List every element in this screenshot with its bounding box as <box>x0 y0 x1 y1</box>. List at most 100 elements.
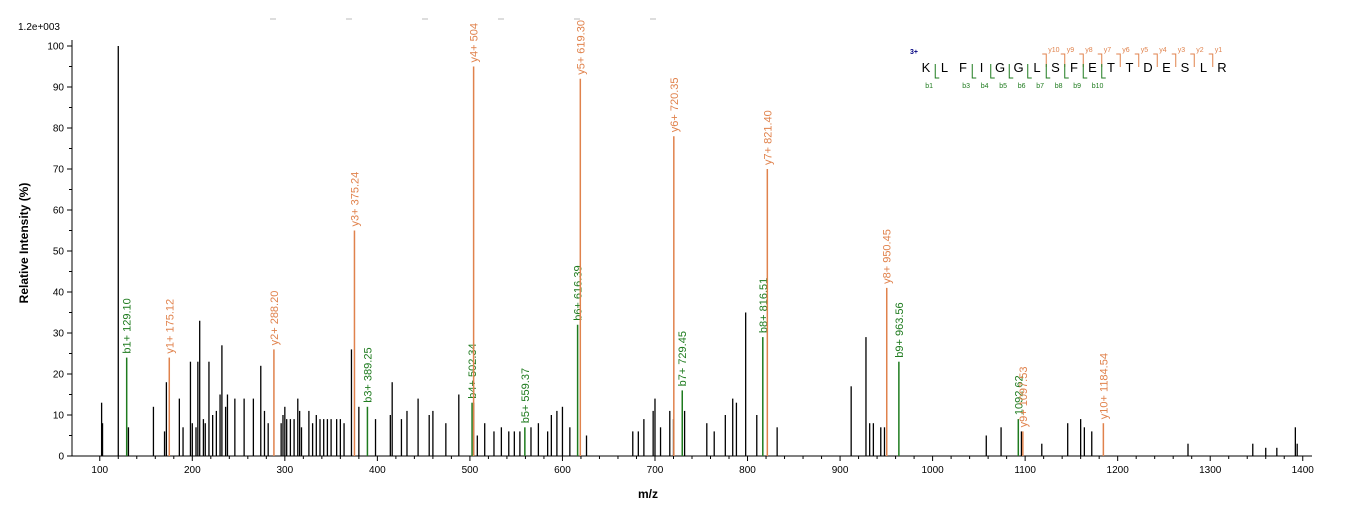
residue-letter: R <box>1217 60 1226 75</box>
x-tick-label: 500 <box>462 465 479 476</box>
peak-label: y7+ 821.40 <box>762 110 774 165</box>
x-tick-label: 1100 <box>1014 465 1036 476</box>
peak-label-group: y1+ 175.12 <box>164 299 176 354</box>
b-ion-label: b4 <box>981 83 989 90</box>
y-tick-label: 90 <box>53 83 65 94</box>
x-tick-label: 800 <box>739 465 756 476</box>
x-tick-label: 900 <box>832 465 849 476</box>
b-ion-bracket <box>1027 64 1032 79</box>
y-tick-label: 80 <box>53 124 65 135</box>
b-ion-bracket <box>1082 64 1088 79</box>
plot-frame <box>71 18 1312 457</box>
y-ion-bracket <box>1116 53 1121 67</box>
peak-label-group: y10+ 1184.54 <box>1098 353 1110 419</box>
y-ion-label: y6 <box>1122 47 1130 54</box>
y-tick-label: 30 <box>53 329 65 340</box>
y-tick-label: 60 <box>53 206 65 217</box>
y-ion-bracket <box>1134 53 1140 67</box>
y-ion-bracket <box>1097 53 1103 67</box>
residue-letter: T <box>1126 60 1134 75</box>
b-ion-label: b9 <box>1073 83 1081 90</box>
peak-label-group: y2+ 288.20 <box>269 291 281 346</box>
y-ion-label: y2 <box>1196 47 1204 54</box>
y-ion-label: y7 <box>1104 47 1112 54</box>
y-ion-label: y10 <box>1048 47 1059 54</box>
peak-label: y10+ 1184.54 <box>1098 353 1110 419</box>
peak-label: y1+ 175.12 <box>164 299 176 354</box>
x-tick-label: 400 <box>369 465 386 476</box>
y-ion-label: y9 <box>1067 47 1075 54</box>
y-ion-label: y1 <box>1215 47 1223 54</box>
b-ion-bracket <box>1101 64 1106 79</box>
peak-label-group: y5+ 619.30 <box>575 20 587 75</box>
peak-label: 1092.62 <box>1013 375 1025 415</box>
y-tick-label: 20 <box>53 370 65 381</box>
x-tick-label: 700 <box>647 465 664 476</box>
residue-letter: T <box>1107 60 1115 75</box>
peak-label: y9+ 1097.53 <box>1018 367 1030 428</box>
y-ion-bracket <box>1153 53 1158 67</box>
peak-label: y2+ 288.20 <box>269 291 281 346</box>
y-ion-bracket <box>1171 53 1177 67</box>
x-axis-title: m/z <box>638 487 658 501</box>
charge-state-label: 3+ <box>910 49 918 56</box>
b-ion-bracket <box>971 64 977 79</box>
x-tick-label: 1400 <box>1292 465 1315 476</box>
y-ion-bracket <box>1060 53 1066 67</box>
residue-letter: F <box>1070 60 1078 75</box>
y-ion-label: y5 <box>1141 47 1149 54</box>
peak-label-group: y6+ 720.35 <box>669 77 681 132</box>
peak-label-group: b1+ 129.10 <box>122 298 134 353</box>
peak-label: b7+ 729.45 <box>677 331 689 386</box>
peak-label-group: 1092.62 <box>1013 375 1025 415</box>
peak-label-group: y4+ 504 <box>469 23 481 62</box>
y-ion-bracket <box>1042 53 1047 67</box>
y-ion-bracket <box>1079 53 1084 67</box>
y-axis-title: Relative Intensity (%) <box>17 183 31 304</box>
peak-label: b6+ 616.39 <box>573 265 585 320</box>
peak-label: b3+ 389.25 <box>362 347 374 402</box>
y-ion-label: y4 <box>1159 47 1167 54</box>
residue-letter: L <box>941 60 948 75</box>
b-ion-bracket <box>934 64 940 79</box>
residue-letter: S <box>1051 60 1060 75</box>
peak-label: y6+ 720.35 <box>669 77 681 132</box>
y-tick-label: 100 <box>47 42 64 53</box>
residue-letter: I <box>980 60 984 75</box>
intensity-scale-label: 1.2e+003 <box>18 22 60 33</box>
residue-letter: G <box>1013 60 1023 75</box>
y-ion-label: y8 <box>1085 47 1093 54</box>
peak-label-group: y7+ 821.40 <box>762 110 774 165</box>
x-tick-label: 200 <box>184 465 201 476</box>
residue-letter: G <box>995 60 1005 75</box>
residue-letter: L <box>1033 60 1040 75</box>
peak-label: b5+ 559.37 <box>520 368 532 423</box>
x-tick-label: 1200 <box>1107 465 1130 476</box>
x-tick-label: 1300 <box>1199 465 1222 476</box>
annotated-peaks: b1+ 129.10 y1+ 175.12 y2+ 288.20 y3+ 375.24… <box>122 20 1110 456</box>
y-tick-label: 10 <box>53 411 65 422</box>
b-ion-bracket <box>1008 64 1014 79</box>
y-ion-label: y3 <box>1178 47 1186 54</box>
residue-letter: F <box>959 60 967 75</box>
peak-label-group: b6+ 616.39 <box>573 265 585 320</box>
x-tick-label: 1000 <box>921 465 944 476</box>
y-tick-label: 40 <box>53 288 65 299</box>
b-ion-bracket <box>1064 64 1069 79</box>
peak-label: y4+ 504 <box>469 23 481 62</box>
x-tick-label: 100 <box>91 465 108 476</box>
y-ion-bracket <box>1208 53 1214 67</box>
peak-label: y8+ 950.45 <box>882 229 894 284</box>
b-ion-label: b3 <box>962 83 970 90</box>
peak-label: b9+ 963.56 <box>894 302 906 357</box>
b-ion-label: b8 <box>1055 83 1063 90</box>
y-tick-label: 50 <box>53 247 65 258</box>
y-tick-label: 70 <box>53 165 65 176</box>
peak-label-group: b5+ 559.37 <box>520 368 532 423</box>
peak-label: b1+ 129.10 <box>122 298 134 353</box>
peak-label-group: y9+ 1097.53 <box>1018 367 1030 428</box>
b-ion-label: b6 <box>1018 83 1026 90</box>
b-ion-label: b7 <box>1036 83 1044 90</box>
